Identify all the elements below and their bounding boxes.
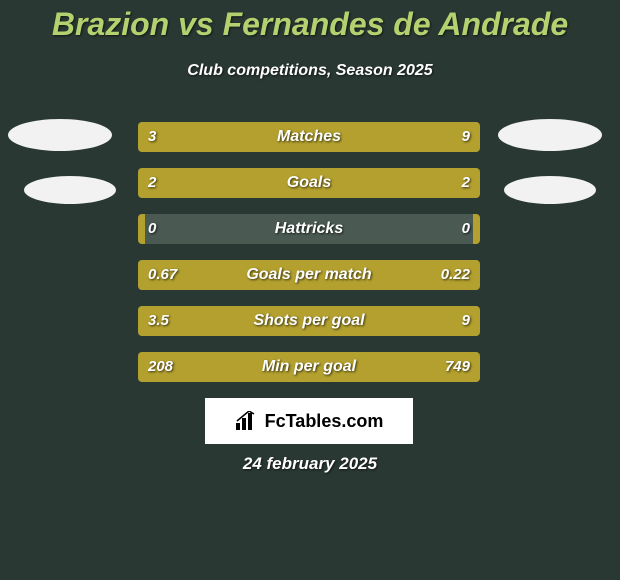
- logo-text: FcTables.com: [265, 411, 384, 432]
- stat-value-right: 9: [462, 306, 470, 336]
- stat-value-right: 2: [462, 168, 470, 198]
- stat-row: Min per goal208749: [0, 352, 620, 382]
- stat-value-left: 3.5: [148, 306, 169, 336]
- stat-row: Matches39: [0, 122, 620, 152]
- bar-track: [138, 214, 480, 244]
- fctables-logo-icon: [235, 411, 259, 431]
- logo-box: FcTables.com: [205, 398, 413, 444]
- stat-row: Shots per goal3.59: [0, 306, 620, 336]
- bar-right: [213, 122, 480, 152]
- stat-value-left: 3: [148, 122, 156, 152]
- date-text: 24 february 2025: [0, 454, 620, 474]
- page-title: Brazion vs Fernandes de Andrade: [0, 6, 620, 43]
- bar-track: [138, 352, 480, 382]
- bar-left: [138, 214, 145, 244]
- stat-row: Hattricks00: [0, 214, 620, 244]
- bar-right: [473, 214, 480, 244]
- stat-row: Goals22: [0, 168, 620, 198]
- bar-right: [302, 168, 480, 198]
- subtitle: Club competitions, Season 2025: [0, 62, 620, 80]
- stat-value-left: 0.67: [148, 260, 177, 290]
- stats-rows: Matches39Goals22Hattricks00Goals per mat…: [0, 122, 620, 398]
- bar-track: [138, 168, 480, 198]
- stat-value-right: 749: [445, 352, 470, 382]
- stat-value-right: 0.22: [441, 260, 470, 290]
- bar-left: [138, 168, 302, 198]
- stat-value-right: 0: [462, 214, 470, 244]
- stat-value-left: 208: [148, 352, 173, 382]
- bar-right: [224, 306, 481, 336]
- stat-value-left: 0: [148, 214, 156, 244]
- stat-value-right: 9: [462, 122, 470, 152]
- stat-row: Goals per match0.670.22: [0, 260, 620, 290]
- stat-value-left: 2: [148, 168, 156, 198]
- bar-track: [138, 122, 480, 152]
- bar-track: [138, 306, 480, 336]
- bar-track: [138, 260, 480, 290]
- bar-right: [200, 352, 480, 382]
